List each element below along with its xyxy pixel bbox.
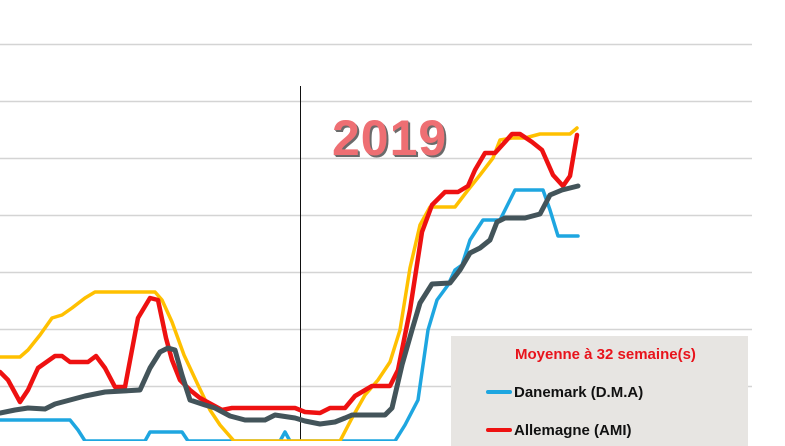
legend-swatch-red: [486, 428, 512, 432]
year-annotation: 2019: [332, 110, 448, 166]
legend-item-allemagne: Allemagne (AMI): [486, 420, 632, 440]
legend-item-danemark: Danemark (D.M.A): [486, 382, 643, 402]
series-line: [0, 183, 581, 427]
legend-label: Danemark (D.M.A): [514, 383, 644, 401]
series-lines: [0, 126, 581, 441]
chart-legend: Moyenne à 32 semaine(s) Danemark (D.M.A)…: [451, 336, 748, 446]
legend-title: Moyenne à 32 semaine(s): [515, 346, 696, 363]
series-line: [0, 131, 580, 416]
series-line: [0, 188, 580, 441]
legend-swatch-blue: [486, 390, 512, 394]
legend-label: Allemagne (AMI): [514, 421, 632, 439]
